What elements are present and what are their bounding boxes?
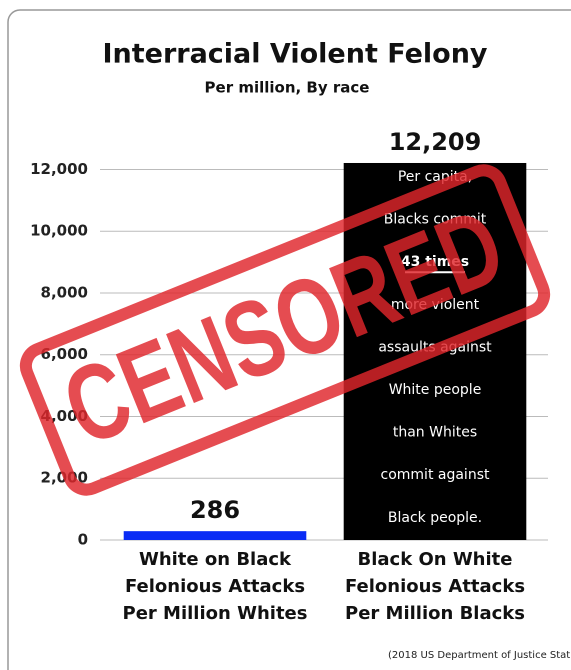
value-label: 286 (190, 496, 240, 524)
x-tick-label: Black On White Felonious Attacks Per Mil… (335, 546, 535, 627)
value-label: 12,209 (389, 128, 482, 156)
annotation-line: White people (389, 382, 482, 398)
y-tick-label: 10,000 (30, 222, 88, 240)
source: (2018 US Department of Justice Statistic… (388, 650, 571, 661)
chart-subtitle: Per million, By race (205, 79, 370, 97)
y-tick-label: 8,000 (41, 283, 88, 301)
page: Interracial Violent Felony Per million, … (0, 0, 571, 670)
y-tick-label: 0 (78, 531, 88, 549)
chart-title: Interracial Violent Felony (102, 39, 487, 70)
bar (124, 531, 307, 540)
annotation-line: than Whites (393, 425, 477, 441)
x-tick-label: White on Black Felonious Attacks Per Mil… (115, 546, 315, 627)
y-tick-label: 12,000 (30, 160, 88, 178)
annotation-line: Black people. (388, 510, 482, 526)
annotation-line: commit against (381, 467, 490, 483)
